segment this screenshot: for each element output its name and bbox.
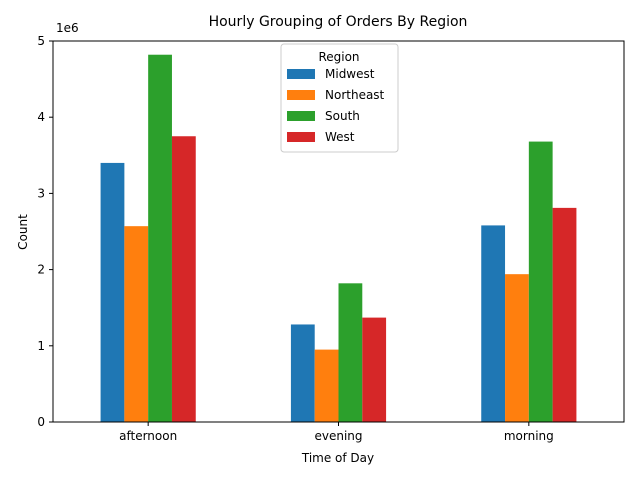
- legend-swatch-south: [287, 111, 315, 121]
- bar-west-afternoon: [171, 136, 196, 422]
- x-tick-label: afternoon: [119, 429, 177, 443]
- plot-area: afternoon evening morning 0 1 2 3 4 5: [37, 34, 625, 443]
- y-tick-label: 4: [37, 110, 45, 124]
- bar-south-morning: [528, 141, 553, 423]
- y-offset-text: 1e6: [56, 21, 79, 35]
- x-tick-label: morning: [504, 429, 554, 443]
- bar-midwest-evening: [290, 324, 315, 422]
- y-tick-label: 2: [37, 263, 45, 277]
- bar-west-evening: [362, 317, 387, 422]
- chart-title: Hourly Grouping of Orders By Region: [209, 14, 468, 30]
- y-tick-label: 1: [37, 339, 45, 353]
- legend-swatch-northeast: [287, 90, 315, 100]
- bar-south-afternoon: [148, 54, 172, 422]
- legend: Region Midwest Northeast South West: [280, 43, 399, 153]
- y-tick-label: 3: [37, 186, 45, 200]
- y-tick-label: 5: [37, 34, 45, 48]
- y-axis-label: Count: [16, 214, 30, 250]
- bar-northeast-morning: [505, 274, 529, 422]
- x-tick-label: evening: [314, 429, 362, 443]
- bar-south-evening: [338, 283, 363, 422]
- legend-swatch-midwest: [287, 69, 315, 79]
- bar-northeast-evening: [314, 349, 339, 422]
- legend-title: Region: [318, 50, 359, 64]
- legend-label-west: West: [325, 130, 355, 144]
- legend-swatch-west: [287, 132, 315, 142]
- bar-midwest-afternoon: [100, 162, 125, 423]
- legend-label-northeast: Northeast: [325, 88, 385, 102]
- legend-label-midwest: Midwest: [325, 67, 375, 81]
- bar-northeast-afternoon: [124, 226, 149, 422]
- legend-label-south: South: [325, 109, 360, 123]
- y-tick-label: 0: [37, 415, 45, 429]
- bar-midwest-morning: [481, 225, 506, 422]
- legend-entries: Midwest Northeast South West: [287, 67, 385, 144]
- bar-west-morning: [552, 207, 577, 422]
- x-axis-label: Time of Day: [301, 451, 374, 465]
